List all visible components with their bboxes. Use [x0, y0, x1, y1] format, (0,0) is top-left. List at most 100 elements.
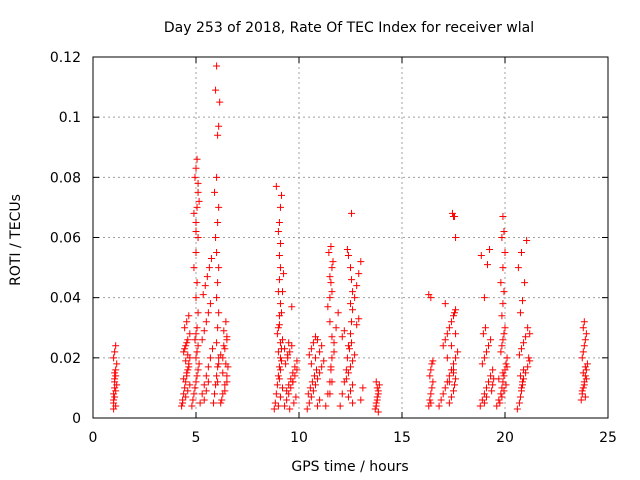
data-point [353, 282, 361, 290]
data-point [113, 360, 121, 368]
data-point [285, 381, 293, 389]
data-point [216, 98, 224, 106]
data-point [193, 203, 201, 211]
data-point [519, 378, 527, 386]
data-point [194, 234, 202, 241]
data-point [189, 396, 197, 404]
data-point [184, 387, 192, 395]
y-tick-label: 0.1 [59, 110, 81, 126]
data-point [448, 209, 456, 217]
data-point [485, 378, 493, 386]
data-point [515, 399, 523, 407]
data-point [581, 363, 589, 371]
data-point [447, 342, 455, 350]
data-point [214, 218, 222, 226]
data-point [194, 366, 202, 374]
data-point [374, 390, 382, 398]
data-point [213, 62, 221, 70]
data-point [495, 375, 503, 383]
data-point [272, 390, 280, 398]
data-point [521, 279, 529, 287]
data-point [275, 218, 283, 226]
data-point [192, 330, 200, 338]
data-point [483, 261, 491, 269]
data-point [517, 384, 525, 392]
data-point [327, 363, 335, 371]
data-point [215, 360, 223, 368]
data-point [343, 246, 351, 254]
data-point [445, 324, 453, 332]
data-point [274, 348, 282, 356]
data-point [310, 372, 318, 380]
data-point [215, 309, 223, 317]
data-point [582, 366, 590, 374]
data-point [274, 324, 282, 332]
y-tick-label: 0.04 [50, 291, 81, 307]
data-point [479, 330, 487, 338]
data-point [212, 234, 220, 241]
data-point [425, 291, 433, 299]
data-point [450, 360, 457, 368]
data-point [329, 258, 337, 266]
data-point [441, 384, 449, 392]
data-point [207, 255, 215, 263]
data-point [192, 164, 200, 172]
data-point [188, 402, 196, 410]
data-point [348, 339, 356, 347]
data-point [439, 390, 447, 398]
data-point [427, 366, 435, 374]
data-point [451, 381, 459, 389]
data-point [211, 188, 219, 196]
data-point [276, 264, 284, 272]
data-point [502, 360, 510, 368]
data-point [290, 399, 298, 407]
data-point [276, 366, 284, 374]
data-point [276, 354, 284, 362]
data-point [309, 339, 317, 347]
data-point [516, 393, 524, 401]
data-point [498, 342, 506, 350]
data-point [186, 330, 194, 338]
data-point [184, 336, 192, 344]
data-point [330, 339, 338, 347]
data-point [348, 318, 356, 326]
data-point [276, 393, 284, 401]
data-point [581, 393, 589, 401]
data-point [520, 339, 528, 347]
data-point [204, 309, 212, 317]
data-point [275, 321, 283, 329]
data-point [500, 227, 508, 235]
data-point [343, 354, 351, 362]
data-point [516, 372, 524, 380]
data-point [445, 399, 453, 407]
data-point [450, 387, 457, 395]
data-point [322, 402, 330, 410]
data-point [277, 357, 285, 365]
data-point [324, 303, 332, 311]
data-point [223, 378, 231, 386]
data-point [515, 351, 523, 359]
data-point [181, 324, 189, 332]
data-point [272, 182, 280, 190]
data-point [426, 396, 434, 404]
data-point [498, 393, 506, 401]
data-point [276, 240, 284, 248]
data-point [526, 357, 534, 365]
data-point [307, 345, 315, 353]
data-point [502, 381, 510, 389]
data-point [349, 306, 357, 314]
data-point [185, 312, 193, 320]
data-point [275, 252, 283, 260]
data-point [336, 402, 344, 410]
data-point [208, 345, 216, 353]
data-point [580, 342, 588, 350]
data-point [274, 402, 282, 410]
data-point [202, 387, 210, 395]
data-point [347, 363, 354, 371]
data-point [318, 363, 326, 371]
data-point [582, 330, 590, 338]
data-point [110, 354, 118, 362]
data-point [271, 399, 279, 407]
data-point [489, 366, 497, 374]
data-point [523, 237, 531, 245]
